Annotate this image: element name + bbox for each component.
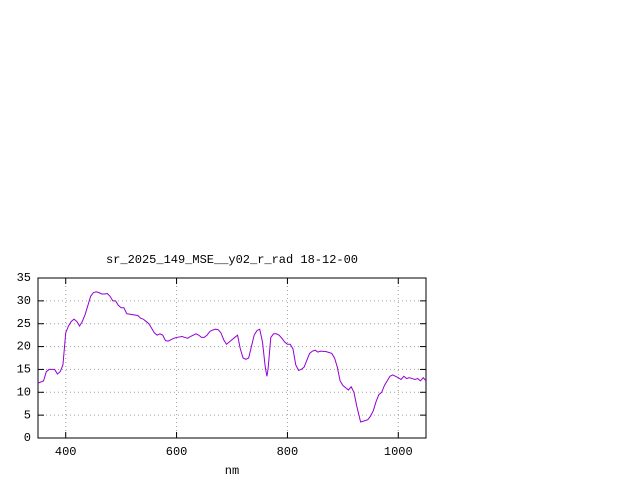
y-tick-label: 10 [17, 385, 31, 399]
y-tick-label: 35 [17, 271, 31, 285]
data-line [37, 291, 427, 423]
x-tick-label: 600 [166, 445, 188, 459]
y-tick-label: 5 [24, 408, 31, 422]
y-tick-label: 30 [17, 294, 31, 308]
y-tick-label: 25 [17, 317, 31, 331]
y-tick-label: 15 [17, 363, 31, 377]
x-axis-label: nm [225, 464, 239, 478]
x-tick-label: 1000 [384, 445, 413, 459]
x-tick-label: 800 [277, 445, 299, 459]
chart-title: sr_2025_149_MSE__y02_r_rad 18-12-00 [106, 253, 358, 267]
plot-border [37, 277, 427, 439]
y-tick-label: 0 [24, 431, 31, 445]
y-tick-label: 20 [17, 340, 31, 354]
x-tick-label: 400 [55, 445, 77, 459]
